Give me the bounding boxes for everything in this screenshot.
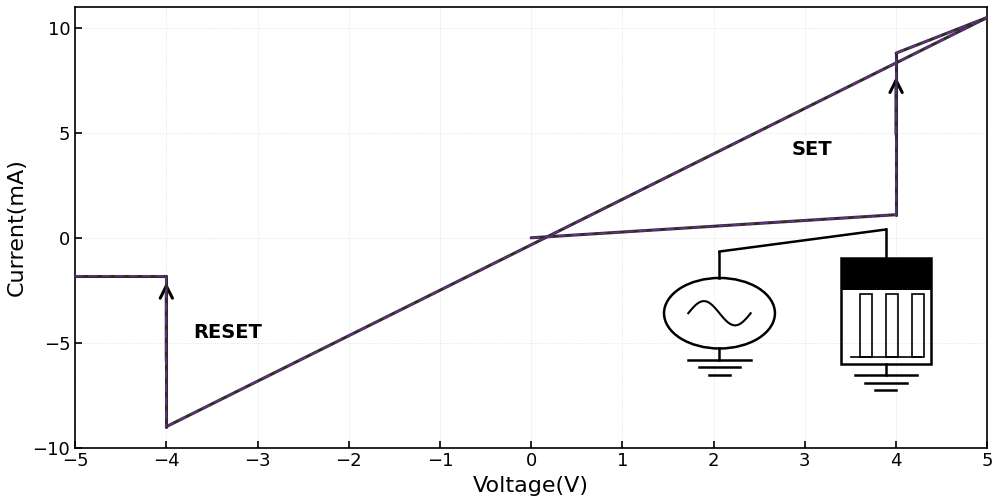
Text: SET: SET xyxy=(791,140,832,159)
Text: RESET: RESET xyxy=(194,323,263,342)
X-axis label: Voltage(V): Voltage(V) xyxy=(473,476,589,496)
Y-axis label: Current(mA): Current(mA) xyxy=(7,158,27,296)
